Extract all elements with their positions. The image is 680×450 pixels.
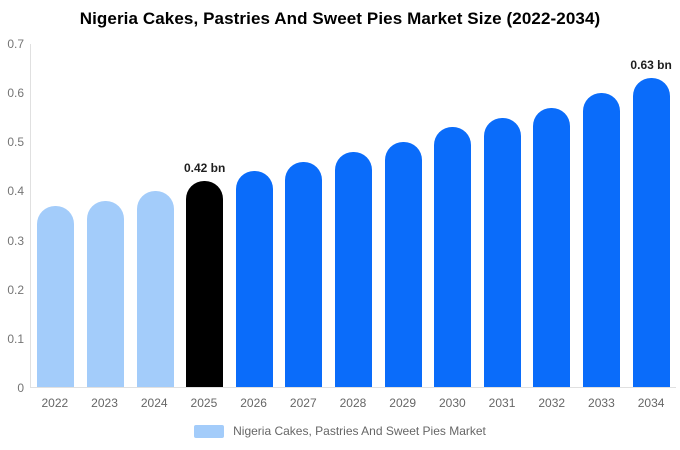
y-tick-label: 0.1 — [7, 331, 24, 346]
bar-slot-2034: 0.63 bn — [626, 44, 676, 387]
bar-2023 — [86, 200, 124, 387]
x-tick-label-2027: 2027 — [289, 396, 317, 410]
bar-2031 — [483, 117, 521, 387]
bar-2024 — [136, 191, 174, 387]
y-tick-label: 0.4 — [7, 184, 24, 199]
x-tick-label-2033: 2033 — [588, 396, 615, 410]
y-tick-label: 0 — [17, 381, 24, 395]
legend: Nigeria Cakes, Pastries And Sweet Pies M… — [0, 424, 680, 438]
bar-2033 — [583, 93, 620, 387]
x-tick-label-2030: 2030 — [438, 396, 466, 410]
bar-slot-2032 — [527, 44, 577, 387]
x-tick-label-2031: 2031 — [488, 396, 516, 410]
bar-2032 — [533, 107, 571, 387]
bar-2026 — [235, 171, 273, 387]
bar-slot-2025: 0.42 bn — [180, 44, 230, 387]
x-tick-label-2032: 2032 — [538, 396, 566, 410]
y-tick-label: 0.7 — [7, 37, 24, 51]
legend-item[interactable]: Nigeria Cakes, Pastries And Sweet Pies M… — [194, 424, 486, 438]
bar-slot-2031 — [477, 44, 527, 387]
bar-slot-2029 — [378, 44, 428, 387]
legend-swatch-icon — [194, 424, 225, 438]
bar-value-label-2034: 0.63 bn — [630, 58, 672, 73]
y-tick-label: 0.6 — [7, 86, 24, 101]
bar-slot-2033 — [577, 44, 627, 387]
y-tick-label: 0.5 — [7, 135, 24, 150]
y-tick-label: 0.3 — [7, 233, 24, 248]
plot-area: 0.42 bn 0.63 bn — [30, 44, 676, 388]
bar-slot-2028 — [329, 44, 379, 387]
x-tick-label-2029: 2029 — [389, 396, 416, 410]
bar-2027 — [285, 161, 323, 387]
chart-title: Nigeria Cakes, Pastries And Sweet Pies M… — [79, 9, 601, 28]
bar-slot-2023 — [81, 44, 131, 387]
bar-2022 — [37, 205, 75, 387]
y-axis: 0 0.1 0.2 0.3 0.4 0.5 0.6 0.7 — [0, 37, 24, 395]
bar-slot-2024 — [130, 44, 180, 387]
bar-slot-2026 — [229, 44, 279, 387]
bar-2030 — [434, 127, 472, 387]
x-tick-label-2034: 2034 — [637, 396, 665, 410]
bar-2028 — [334, 151, 372, 387]
bar-2025: 0.42 bn — [184, 161, 225, 387]
x-tick-label-2024: 2024 — [140, 396, 168, 410]
bar-value-label-2025: 0.42 bn — [183, 161, 226, 176]
bar-2029 — [384, 142, 422, 387]
y-tick-label: 0.2 — [7, 282, 24, 297]
bar-slot-2030 — [428, 44, 478, 387]
x-tick-label-2026: 2026 — [240, 396, 267, 410]
bar-2034: 0.63 bn — [630, 58, 672, 387]
bar-slot-2027 — [279, 44, 329, 387]
x-axis: 2022 2023 2024 2025 2026 2027 2028 2029 2030 2031… — [30, 396, 676, 410]
x-tick-label-2022: 2022 — [41, 396, 69, 410]
x-tick-label-2025: 2025 — [190, 396, 218, 410]
legend-label: Nigeria Cakes, Pastries And Sweet Pies M… — [233, 424, 486, 438]
bar-slot-2022 — [31, 44, 81, 387]
x-tick-label-2023: 2023 — [91, 396, 118, 410]
x-tick-label-2028: 2028 — [339, 396, 367, 410]
